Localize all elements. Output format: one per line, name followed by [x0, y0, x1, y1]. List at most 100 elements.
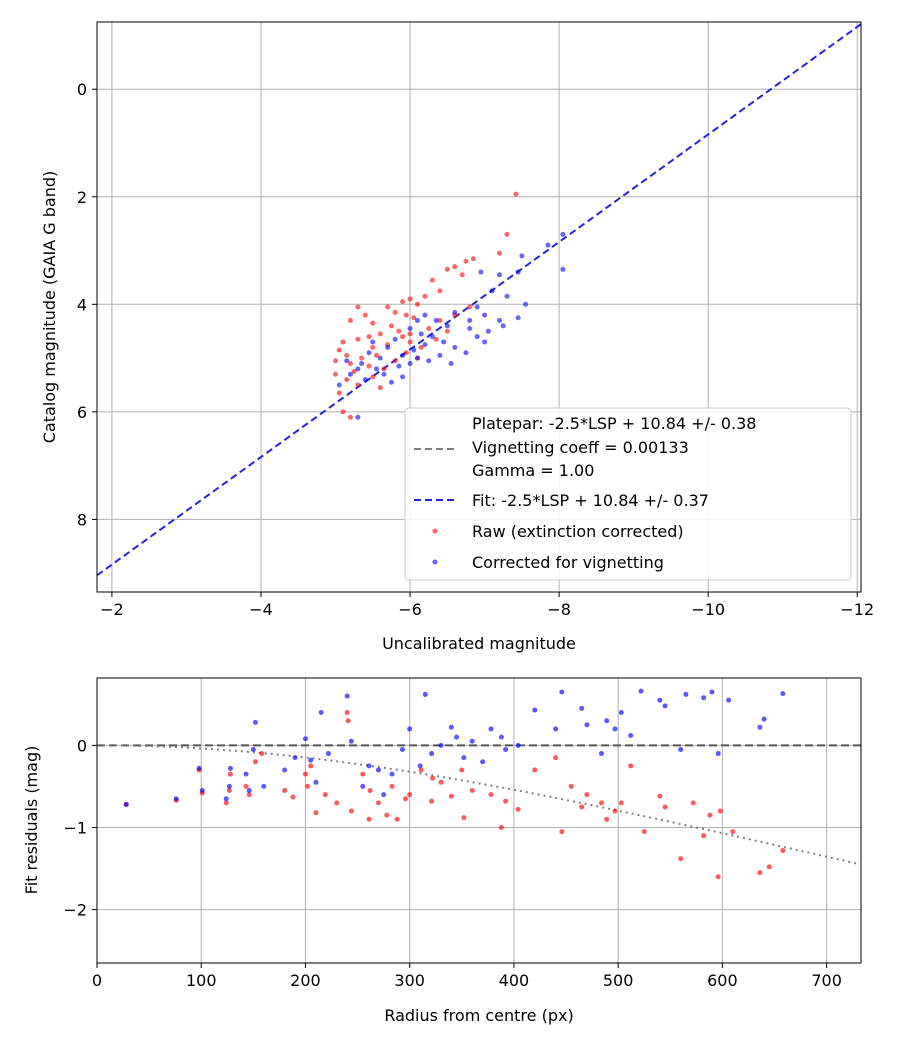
residual-point [707, 812, 713, 818]
calibration-point [347, 371, 353, 377]
calibration-point [355, 366, 361, 372]
calibration-point [500, 323, 506, 329]
calibration-point [429, 334, 435, 340]
residual-point [678, 856, 684, 862]
bottom-plot-area [97, 678, 861, 963]
calibration-point [377, 385, 383, 391]
calibration-point [340, 409, 346, 415]
calibration-point [392, 358, 398, 364]
legend-corrected-label: Corrected for vignetting [472, 553, 664, 572]
calibration-point [347, 360, 353, 366]
residual-point [375, 800, 381, 806]
residual-point [618, 800, 624, 806]
residual-point [302, 771, 308, 777]
calibration-point [347, 414, 353, 420]
residual-point [261, 783, 267, 789]
calibration-point [344, 377, 350, 383]
x-tick-label: −4 [249, 600, 273, 619]
calibration-point [362, 312, 368, 318]
residual-point [701, 833, 707, 839]
residual-point [418, 767, 424, 773]
calibration-point [396, 363, 402, 369]
calibration-point [513, 191, 519, 197]
residual-point [252, 759, 258, 765]
residual-point [612, 726, 618, 732]
y-tick-label: 4 [77, 295, 87, 314]
calibration-point [366, 350, 372, 356]
calibration-point [333, 358, 339, 364]
residual-point [389, 783, 395, 789]
residual-point [226, 788, 232, 794]
calibration-point [444, 323, 450, 329]
residual-point [584, 722, 590, 728]
calibration-point [333, 371, 339, 377]
residual-point [430, 775, 436, 781]
x-tick-label: −12 [840, 600, 874, 619]
calibration-point [355, 336, 361, 342]
calibration-point [437, 317, 443, 323]
calibration-point [344, 352, 350, 358]
calibration-point [422, 312, 428, 318]
calibration-point [374, 366, 380, 372]
calibration-point [519, 253, 525, 259]
calibration-point [392, 336, 398, 342]
calibration-point [400, 374, 406, 380]
residual-point [715, 874, 721, 880]
calibration-point [366, 363, 372, 369]
calibration-point [515, 269, 521, 275]
calibration-point [366, 334, 372, 340]
residual-point [448, 724, 454, 730]
calibration-point [355, 304, 361, 310]
calibration-point [400, 299, 406, 305]
calibration-point [444, 328, 450, 334]
residual-point [403, 796, 409, 802]
calibration-point [407, 360, 413, 366]
residual-point [292, 755, 298, 761]
residual-point [553, 755, 559, 761]
legend-raw-swatch [432, 528, 438, 534]
calibration-point [370, 374, 376, 380]
calibration-point [482, 312, 488, 318]
residual-point [717, 808, 723, 814]
residual-point [348, 738, 354, 744]
calibration-point [381, 371, 387, 377]
residual-point [515, 742, 521, 748]
calibration-point [478, 269, 484, 275]
residual-point [422, 691, 428, 697]
residual-point [715, 751, 721, 757]
residual-point [761, 716, 767, 722]
calibration-point [496, 272, 502, 278]
residual-point [345, 718, 351, 724]
residual-point [250, 746, 256, 752]
residual-point [360, 771, 366, 777]
residual-point [438, 779, 444, 785]
x-tick-label: 500 [603, 971, 634, 990]
residual-point [503, 746, 509, 752]
residual-point [579, 705, 585, 711]
calibration-point [407, 296, 413, 302]
residual-point [532, 707, 538, 713]
top-y-axis-label: Catalog magnitude (GAIA G band) [40, 171, 59, 443]
y-tick-label: −2 [63, 901, 87, 920]
residual-point [628, 763, 634, 769]
residual-point [568, 783, 574, 789]
residuals-chart: 0 100 200 300 400 500 600 700 0 −1 −2 Radius from … [22, 677, 862, 1025]
residual-point [618, 709, 624, 715]
residual-point [344, 693, 350, 699]
calibration-point [474, 304, 480, 310]
calibration-point [388, 323, 394, 329]
residual-point [302, 736, 308, 742]
legend-raw-label: Raw (extinction corrected) [472, 522, 684, 541]
residual-point [322, 792, 328, 798]
residual-point [252, 719, 258, 725]
x-tick-label: 400 [499, 971, 530, 990]
calibration-point [392, 309, 398, 315]
y-tick-label: 0 [77, 736, 87, 755]
residual-point [701, 695, 707, 701]
residual-point [559, 689, 565, 695]
calibration-point [560, 231, 566, 237]
residual-point [366, 763, 372, 769]
residual-point [282, 767, 288, 773]
residual-point [469, 788, 475, 794]
calibration-point [336, 382, 342, 388]
